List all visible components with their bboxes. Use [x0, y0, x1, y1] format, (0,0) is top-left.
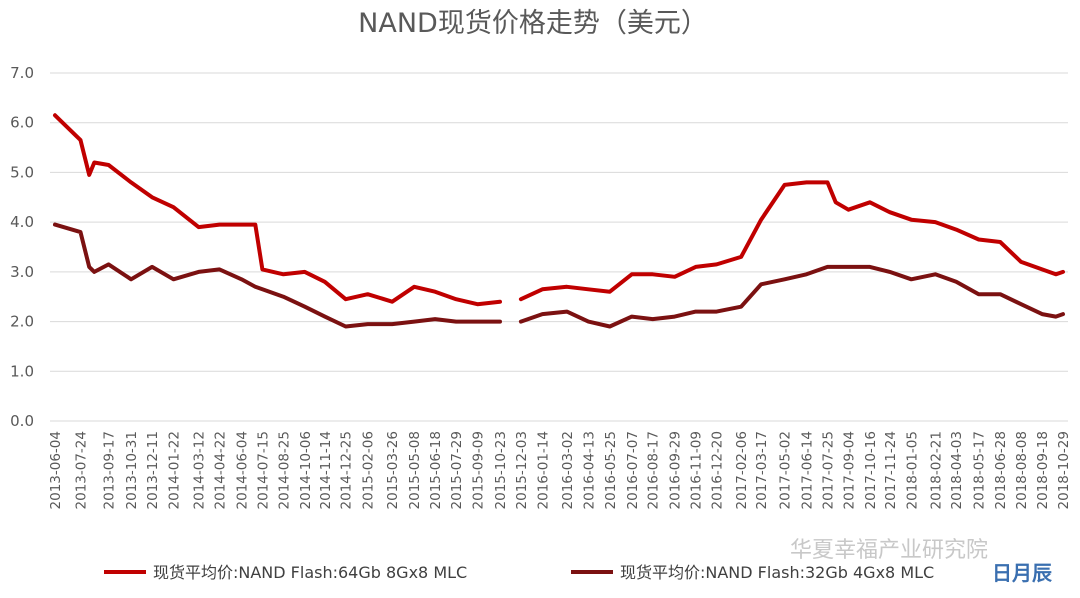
x-tick-label: 2015-10-23: [493, 431, 509, 509]
x-tick-label: 2018-02-21: [928, 431, 944, 509]
x-tick-label: 2013-07-24: [74, 431, 90, 509]
x-tick-label: 2016-12-20: [710, 431, 726, 509]
x-tick-label: 2016-05-25: [603, 431, 619, 509]
y-tick-label: 0.0: [10, 412, 34, 430]
x-tick-label: 2017-11-24: [883, 431, 899, 509]
x-tick-label: 2014-12-25: [339, 431, 355, 509]
x-tick-label: 2014-04-22: [213, 431, 229, 509]
x-tick-label: 2018-09-18: [1035, 431, 1051, 509]
x-tick-label: 2013-10-31: [124, 431, 140, 509]
x-tick-label: 2014-08-25: [276, 431, 292, 509]
y-tick-label: 4.0: [10, 213, 34, 231]
legend: 现货平均价:NAND Flash:64Gb 8Gx8 MLC 现货平均价:NAN…: [104, 563, 934, 582]
y-tick-label: 5.0: [10, 163, 34, 181]
x-tick-label: 2016-04-13: [581, 431, 597, 509]
plot-area: [53, 113, 1065, 329]
x-tick-label: 2016-07-07: [625, 431, 641, 509]
x-tick-label: 2017-10-16: [863, 431, 879, 509]
x-tick-label: 2018-05-17: [972, 431, 988, 509]
x-tick-label: 2017-07-25: [820, 431, 836, 509]
x-tick-label: 2016-08-17: [646, 431, 662, 509]
legend-label-series-1: 现货平均价:NAND Flash:64Gb 8Gx8 MLC: [153, 563, 467, 582]
x-tick-label: 2017-06-14: [800, 431, 816, 509]
x-tick-label: 2017-09-04: [841, 431, 857, 509]
x-tick-label: 2018-01-05: [904, 431, 920, 509]
x-tick-label: 2015-05-08: [407, 431, 423, 509]
x-tick-label: 2014-06-04: [234, 431, 250, 509]
watermark-text: 华夏幸福产业研究院: [790, 538, 988, 563]
watermark: 华夏幸福产业研究院 日月辰: [790, 538, 1053, 585]
x-tick-label: 2018-06-28: [993, 431, 1009, 509]
series-line-2: [53, 222, 1065, 329]
x-tick-label: 2014-11-14: [318, 431, 334, 509]
x-tick-label: 2014-01-22: [167, 431, 183, 509]
x-tick-label: 2015-07-29: [449, 431, 465, 509]
x-tick-label: 2015-03-26: [385, 431, 401, 509]
y-tick-label: 3.0: [10, 263, 34, 281]
x-tick-label: 2013-09-17: [102, 431, 118, 509]
legend-label-series-2: 现货平均价:NAND Flash:32Gb 4Gx8 MLC: [620, 563, 934, 582]
grid: [50, 72, 1068, 422]
x-tick-label: 2013-06-04: [48, 431, 64, 509]
x-tick-label: 2016-11-09: [689, 431, 705, 509]
x-tick-label: 2014-10-06: [298, 431, 314, 509]
x-tick-label: 2016-01-14: [535, 431, 551, 509]
x-tick-label: 2017-03-17: [754, 431, 770, 509]
series-line-1: [53, 113, 1065, 307]
x-tick-label: 2016-03-02: [560, 431, 576, 509]
x-axis: 2013-06-04 2013-07-24 2013-09-17 2013-10-31…: [48, 431, 1072, 509]
x-tick-label: 2014-07-15: [255, 431, 271, 509]
y-tick-label: 6.0: [10, 114, 34, 132]
y-tick-label: 2.0: [10, 313, 34, 331]
x-tick-label: 2013-12-11: [145, 431, 161, 509]
x-tick-label: 2017-02-06: [734, 431, 750, 509]
x-tick-label: 2016-09-29: [668, 431, 684, 509]
x-tick-label: 2015-12-03: [514, 431, 530, 509]
x-tick-label: 2015-02-06: [361, 431, 377, 509]
y-axis: 0.0 1.0 2.0 3.0 4.0 5.0 6.0 7.0: [10, 64, 34, 430]
x-tick-label: 2015-09-09: [471, 431, 487, 509]
x-tick-label: 2015-06-18: [428, 431, 444, 509]
y-tick-label: 7.0: [10, 64, 34, 82]
x-tick-label: 2018-10-29: [1056, 431, 1072, 509]
x-tick-label: 2017-05-02: [778, 431, 794, 509]
watermark-logo: 日月辰: [992, 561, 1053, 585]
x-tick-label: 2014-03-12: [192, 431, 208, 509]
chart-title: NAND现货价格走势（美元）: [358, 8, 708, 39]
x-tick-label: 2018-08-08: [1014, 431, 1030, 509]
y-tick-label: 1.0: [10, 362, 34, 380]
x-tick-label: 2018-04-03: [949, 431, 965, 509]
